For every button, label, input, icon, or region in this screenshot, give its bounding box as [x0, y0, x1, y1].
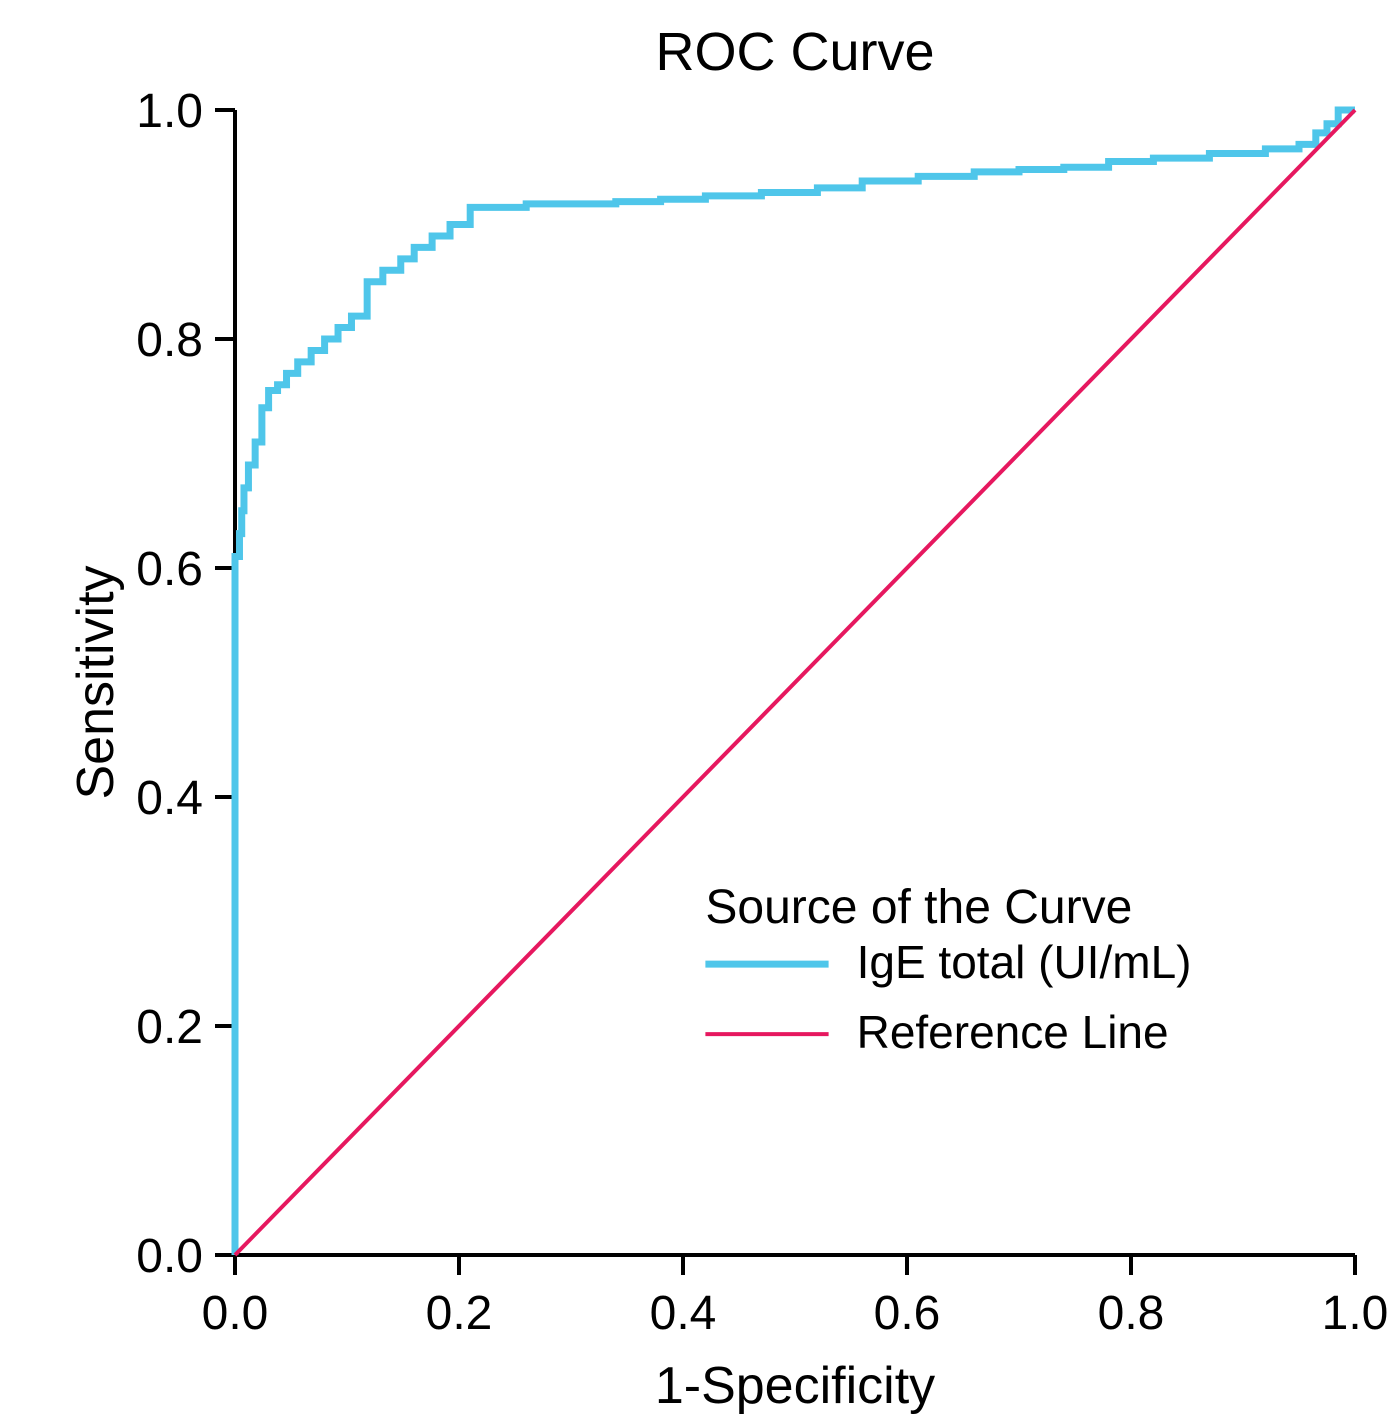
y-tick-label: 0.2: [136, 1001, 203, 1054]
y-tick-label: 0.8: [136, 314, 203, 367]
chart-title: ROC Curve: [655, 22, 934, 82]
y-axis-label: Sensitivity: [67, 565, 125, 799]
legend-label: IgE total (UI/mL): [857, 936, 1192, 988]
x-axis-label: 1-Specificity: [655, 1357, 935, 1415]
y-tick-label: 1.0: [136, 85, 203, 138]
legend-title: Source of the Curve: [705, 881, 1132, 934]
roc-chart: ROC Curve 0.0 0.2 0.4 0.6 0.8 1.0 0.0 0.2 0.4 0.6 0…: [0, 0, 1397, 1420]
x-tick-label: 0.2: [426, 1287, 493, 1340]
roc-svg: ROC Curve 0.0 0.2 0.4 0.6 0.8 1.0 0.0 0.2 0.4 0.6 0…: [0, 0, 1397, 1420]
legend-label: Reference Line: [857, 1006, 1169, 1058]
x-tick-label: 0.6: [874, 1287, 941, 1340]
x-tick-label: 0.8: [1098, 1287, 1165, 1340]
x-tick-label: 0.0: [202, 1287, 269, 1340]
chart-bg: [0, 0, 1397, 1420]
x-tick-label: 0.4: [650, 1287, 717, 1340]
x-tick-label: 1.0: [1322, 1287, 1389, 1340]
y-tick-label: 0.0: [136, 1230, 203, 1283]
y-tick-label: 0.6: [136, 543, 203, 596]
y-tick-label: 0.4: [136, 772, 203, 825]
